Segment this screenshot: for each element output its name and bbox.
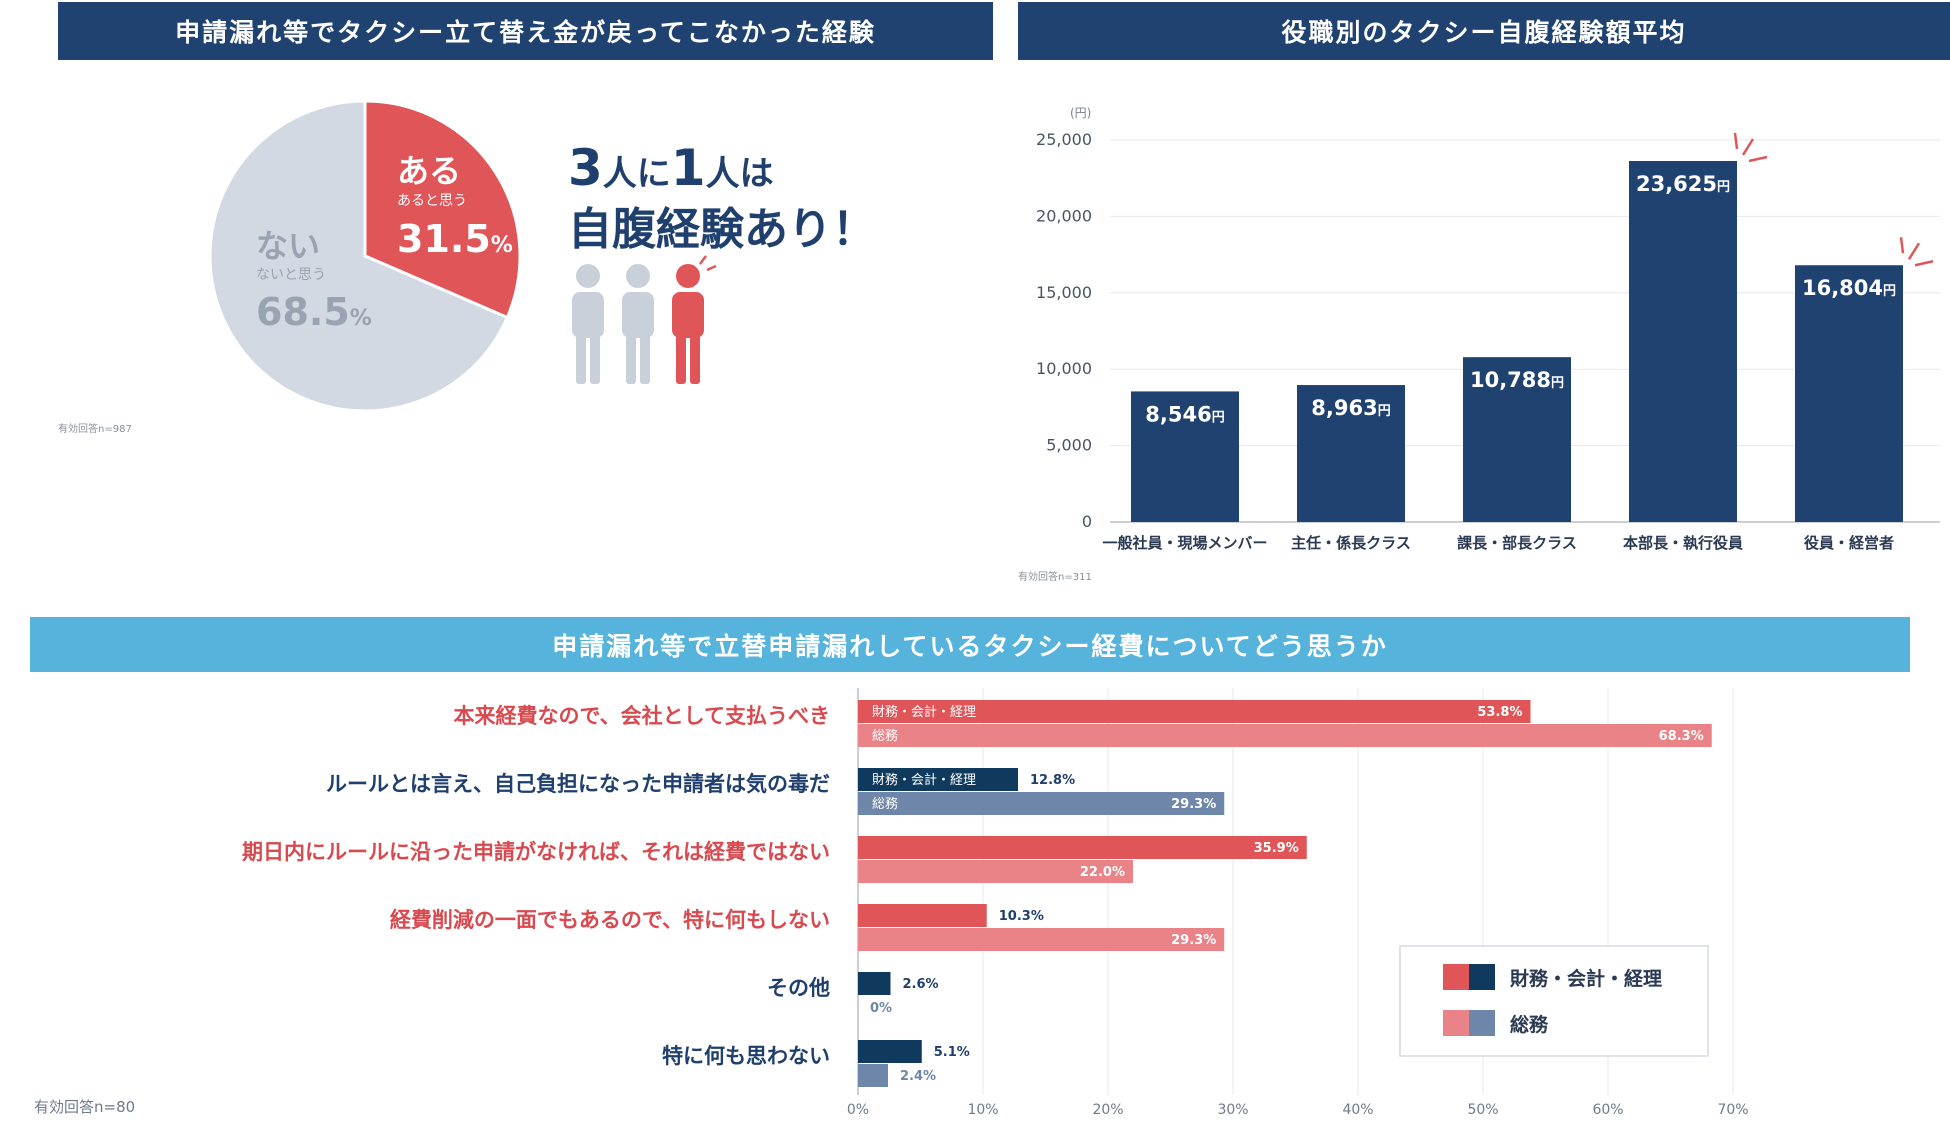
bar-unit-label: (円)	[1070, 106, 1091, 120]
hbar-xtick-3: 30%	[1217, 1102, 1248, 1118]
hbar-category-label-0: 本来経費なので、会社として支払うべき	[453, 704, 830, 728]
pie-slice-yes	[363, 99, 522, 320]
hbar-category-label-1: ルールとは言え、自己負担になった申請者は気の毒だ	[326, 772, 830, 796]
pie-yes-value: 31.5%	[397, 217, 513, 261]
bar-ytick-4: 20,000	[1036, 206, 1092, 225]
hbar-series-tag-0-1: 総務	[872, 729, 898, 744]
pie-slice-no	[208, 99, 510, 413]
hbar-value-label-1-0: 12.8%	[1030, 773, 1075, 788]
hbar-bar-5-0	[858, 1040, 922, 1063]
hbar-bar-0-0	[858, 700, 1531, 723]
hbar-value-label-0-0: 53.8%	[1477, 705, 1522, 720]
hbar-category-label-2: 期日内にルールに沿った申請がなければ、それは経費ではない	[242, 840, 830, 864]
hbar-category-label-4: その他	[767, 976, 830, 1000]
hbar-series-tag-1-1: 総務	[872, 797, 898, 812]
hbar-bar-5-1	[858, 1064, 888, 1087]
pie-yes-label: ある	[397, 152, 461, 190]
bar-category-label-1: 主任・係長クラス	[1291, 534, 1411, 552]
hbar-value-label-2-1: 22.0%	[1080, 865, 1125, 880]
legend-label-b: 総務	[1510, 1013, 1549, 1036]
hbar-bar-1-1	[858, 792, 1225, 815]
bar-value-label-1: 8,963円	[1311, 396, 1390, 420]
bar-panel-title: 役職別のタクシー自腹経験額平均	[1018, 2, 1950, 60]
hbar-value-label-1-1: 29.3%	[1171, 797, 1216, 812]
person-icon-1	[572, 264, 604, 384]
hbar-series-tag-0-0: 財務・会計・経理	[872, 704, 976, 720]
bar-value-label-3: 23,625円	[1636, 172, 1730, 196]
pie-no-sublabel: ないと思う	[256, 267, 326, 283]
bar-4	[1795, 265, 1903, 522]
hbar-bar-0-1	[858, 724, 1712, 747]
bar-ytick-2: 10,000	[1036, 359, 1092, 378]
bar-value-label-2: 10,788円	[1470, 368, 1564, 392]
pie-headline: 3人に1人は 自腹経験あり！	[568, 140, 876, 258]
bar-spark-icon-3	[1733, 132, 1768, 163]
hbar-value-label-5-1: 2.4%	[900, 1069, 936, 1084]
pie-no-value: 68.5%	[256, 290, 372, 334]
hbar-value-label-4-1: 0%	[870, 1001, 892, 1016]
hbar-bar-1-0	[858, 768, 1018, 791]
hbar-bar-2-1	[858, 860, 1133, 883]
bar-value-label-4: 16,804円	[1802, 276, 1896, 300]
legend-swatch-b-navy	[1469, 1010, 1495, 1036]
hbar-value-label-5-0: 5.1%	[934, 1045, 970, 1060]
hbar-category-label-5: 特に何も思わない	[662, 1044, 830, 1068]
bar-ytick-5: 25,000	[1036, 130, 1092, 149]
legend-swatch-a-red	[1443, 964, 1469, 990]
headline-num2: 1	[670, 139, 706, 197]
bar-1	[1297, 385, 1405, 522]
bar-category-label-0: 一般社員・現場メンバー	[1102, 534, 1267, 552]
bar-category-label-3: 本部長・執行役員	[1623, 534, 1743, 552]
hbar-series-tag-1-0: 財務・会計・経理	[872, 772, 976, 788]
hbar-bar-2-0	[858, 836, 1307, 859]
hbar-note: 有効回答n=80	[34, 1098, 136, 1116]
bar-ytick-3: 15,000	[1036, 283, 1092, 302]
bar-category-label-4: 役員・経営者	[1804, 534, 1894, 552]
hbar-xtick-5: 50%	[1467, 1102, 1498, 1118]
hbar-value-label-4-0: 2.6%	[903, 977, 939, 992]
hbar-value-label-0-1: 68.3%	[1659, 729, 1704, 744]
bar-value-label-0: 8,546円	[1145, 402, 1224, 426]
bar-category-label-2: 課長・部長クラス	[1457, 534, 1577, 552]
headline-line2: 自腹経験あり！	[568, 204, 876, 255]
hbar-xtick-2: 20%	[1092, 1102, 1123, 1118]
legend-swatch-a-navy	[1469, 964, 1495, 990]
hbar-xtick-0: 0%	[847, 1102, 869, 1118]
person-spark-icon	[699, 255, 717, 272]
bar-3	[1629, 161, 1737, 522]
bar-ytick-0: 0	[1082, 512, 1092, 531]
hbar-xtick-4: 40%	[1342, 1102, 1373, 1118]
hbar-panel-title: 申請漏れ等で立替申請漏れしているタクシー経費についてどう思うか	[30, 617, 1910, 672]
hbar-value-label-2-0: 35.9%	[1254, 841, 1299, 856]
hbar-xtick-1: 10%	[967, 1102, 998, 1118]
hbar-bar-3-1	[858, 928, 1225, 951]
legend-label-a: 財務・会計・経理	[1510, 967, 1662, 990]
bar-2	[1463, 357, 1571, 522]
person-icon-3	[672, 264, 704, 384]
hbar-xtick-6: 60%	[1592, 1102, 1623, 1118]
hbar-legend-box	[1399, 945, 1709, 1057]
bar-ytick-1: 5,000	[1046, 436, 1092, 455]
bar-note: 有効回答n=311	[1018, 572, 1092, 583]
bar-0	[1131, 391, 1239, 522]
hbar-value-label-3-0: 10.3%	[999, 909, 1044, 924]
headline-a: 人に	[602, 154, 671, 194]
hbar-xtick-7: 70%	[1717, 1102, 1748, 1118]
pie-no-label: ない	[256, 227, 320, 265]
headline-b: 人は	[705, 154, 774, 194]
pie-panel-title: 申請漏れ等でタクシー立て替え金が戻ってこなかった経験	[58, 2, 993, 60]
headline-num1: 3	[568, 139, 603, 197]
legend-swatch-b-red	[1443, 1010, 1469, 1036]
pie-note: 有効回答n=987	[58, 424, 132, 435]
person-icon-2	[622, 264, 654, 384]
hbar-category-label-3: 経費削減の一面でもあるので、特に何もしない	[390, 908, 830, 932]
hbar-value-label-3-1: 29.3%	[1171, 933, 1216, 948]
hbar-bar-4-0	[858, 972, 891, 995]
hbar-bar-3-0	[858, 904, 987, 927]
bar-spark-icon-4	[1899, 237, 1934, 267]
pie-yes-sublabel: あると思う	[397, 193, 467, 209]
